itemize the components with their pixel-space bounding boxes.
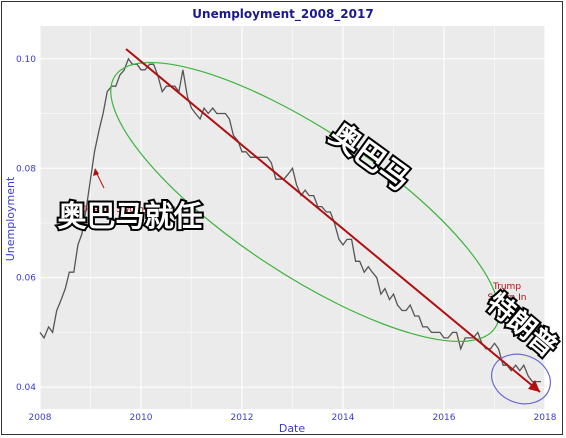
x-tick-label: 2018: [534, 413, 557, 423]
y-tick-labels: 0.04 0.06 0.08 0.10: [16, 55, 36, 393]
y-tick-label: 0.08: [16, 164, 36, 174]
obama-term-ellipse: [110, 61, 500, 343]
y-axis-label: Unemployment: [4, 176, 17, 261]
x-tick-label: 2008: [29, 413, 52, 423]
trump-term-circle: [491, 353, 551, 405]
obama-inauguration-label: 奥巴马就任: [57, 199, 202, 233]
downtrend-arrow-head: [528, 380, 540, 392]
x-tick-label: 2012: [231, 413, 254, 423]
trump-sworn-label-line1: Trump: [492, 282, 521, 292]
x-tick-label: 2014: [332, 413, 355, 423]
y-tick-label: 0.06: [16, 274, 36, 284]
x-tick-labels: 2008 2010 2012 2014 2016 2018: [29, 413, 557, 423]
downtrend-arrow: [125, 48, 541, 393]
y-tick-label: 0.04: [16, 383, 36, 393]
x-tick-label: 2016: [433, 413, 456, 423]
x-axis-label: Date: [279, 422, 306, 435]
y-tick-label: 0.10: [16, 55, 36, 65]
inauguration-arrow: [95, 171, 105, 189]
grid-lines: [39, 26, 546, 409]
unemployment-line: [39, 57, 541, 383]
obama-sworn-label: Obama Sworn In: [81, 205, 156, 215]
chart-title: Unemployment_2008_2017: [192, 7, 373, 22]
inauguration-arrow-head: [93, 168, 99, 176]
x-tick-label: 2010: [130, 413, 153, 423]
trump-sworn-label-line2: Sworn In: [487, 293, 526, 303]
